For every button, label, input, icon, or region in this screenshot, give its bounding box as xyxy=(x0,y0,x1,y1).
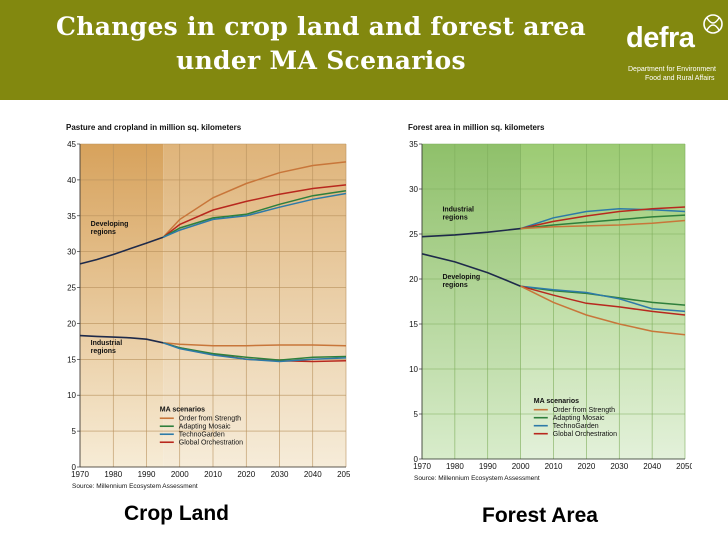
x-tick-label: 1980 xyxy=(104,470,122,479)
y-tick-label: 30 xyxy=(67,248,76,257)
x-tick-label: 2000 xyxy=(171,470,189,479)
x-tick-label: 2020 xyxy=(237,470,255,479)
y-tick-label: 10 xyxy=(67,391,76,400)
caption-crop-land: Crop Land xyxy=(124,502,229,525)
region-label: regions xyxy=(442,282,467,289)
x-tick-label: 1990 xyxy=(479,462,497,471)
x-tick-label: 1970 xyxy=(413,462,431,471)
x-tick-label: 2010 xyxy=(204,470,222,479)
scenario-line xyxy=(162,189,347,238)
y-tick-label: 10 xyxy=(409,365,418,374)
title-line-2: under MA Scenarios xyxy=(176,46,466,75)
legend-label: Global Orchestration xyxy=(553,431,617,438)
y-tick-label: 5 xyxy=(72,427,77,436)
legend-label: Adapting Mosaic xyxy=(553,415,605,422)
y-tick-label: 35 xyxy=(409,140,418,149)
scenario-line xyxy=(163,342,347,347)
scenario-line xyxy=(162,192,347,238)
legend-label: TechnoGarden xyxy=(179,432,225,439)
scenario-line xyxy=(520,285,686,336)
x-tick-label: 2010 xyxy=(545,462,563,471)
legend-label: Adapting Mosaic xyxy=(179,424,231,431)
scenario-background xyxy=(163,144,346,467)
celtic-knot-icon xyxy=(703,14,723,34)
y-tick-label: 5 xyxy=(414,410,419,419)
historical-line xyxy=(421,227,521,238)
historical-line xyxy=(421,253,521,287)
region-label: Industrial xyxy=(91,340,123,347)
legend-title: MA scenarios xyxy=(160,407,205,414)
scenario-line xyxy=(162,342,347,363)
chart-title: Forest area in million sq. kilometers xyxy=(408,123,545,132)
chart-source: Source: Millennium Ecosystem Assessment xyxy=(414,475,540,482)
scenario-line xyxy=(520,285,686,313)
scenario-line xyxy=(520,208,686,230)
defra-logo: defra Department for Environment Food an… xyxy=(618,8,728,100)
scenario-background xyxy=(520,144,685,459)
x-tick-label: 2050 xyxy=(337,470,350,479)
historical-background xyxy=(80,144,164,467)
legend-label: TechnoGarden xyxy=(553,423,599,430)
logo-wordmark: defra xyxy=(626,22,695,54)
y-tick-label: 25 xyxy=(67,284,76,293)
x-tick-label: 1990 xyxy=(138,470,156,479)
region-label: regions xyxy=(91,348,116,355)
x-tick-label: 1970 xyxy=(71,470,89,479)
chart-title: Pasture and cropland in million sq. kilo… xyxy=(66,123,242,132)
legend-label: Order from Strength xyxy=(553,407,615,414)
region-label: regions xyxy=(91,229,116,236)
x-tick-label: 2020 xyxy=(577,462,595,471)
scenario-line xyxy=(520,206,686,230)
region-label: regions xyxy=(442,215,467,222)
logo-subtitle-1: Department for Environment xyxy=(628,66,716,73)
legend-title: MA scenarios xyxy=(534,398,579,405)
x-tick-label: 1980 xyxy=(446,462,464,471)
x-tick-label: 2030 xyxy=(271,470,289,479)
y-tick-label: 30 xyxy=(409,185,418,194)
historical-line xyxy=(79,236,164,265)
cropland-chart: Pasture and cropland in million sq. kilo… xyxy=(66,123,350,490)
scenario-line xyxy=(162,184,347,238)
legend-label: Order from Strength xyxy=(179,416,241,423)
y-tick-label: 40 xyxy=(67,176,76,185)
x-tick-label: 2040 xyxy=(304,470,322,479)
historical-line xyxy=(79,334,164,344)
scenario-line xyxy=(162,342,347,361)
header-banner: Changes in crop land and forest area und… xyxy=(0,0,728,100)
scenario-line xyxy=(520,219,686,230)
scenario-line xyxy=(520,214,686,230)
historical-background xyxy=(422,144,521,459)
x-tick-label: 2050 xyxy=(676,462,692,471)
title-line-1: Changes in crop land and forest area xyxy=(56,12,586,41)
scenario-line xyxy=(520,285,686,316)
y-tick-label: 15 xyxy=(409,320,418,329)
forest-chart: Forest area in million sq. kilometers 0 5 1… xyxy=(408,123,692,482)
page-title: Changes in crop land and forest area und… xyxy=(0,10,642,78)
scenario-line xyxy=(162,161,347,238)
region-label: Developing xyxy=(442,274,480,281)
y-tick-label: 0 xyxy=(414,455,419,464)
x-tick-label: 2040 xyxy=(643,462,661,471)
region-label: Industrial xyxy=(442,207,474,214)
y-tick-label: 35 xyxy=(67,212,76,221)
y-tick-label: 45 xyxy=(67,140,76,149)
y-tick-label: 25 xyxy=(409,230,418,239)
caption-forest-area: Forest Area xyxy=(482,504,598,527)
region-label: Developing xyxy=(91,221,129,228)
y-tick-label: 20 xyxy=(67,319,76,328)
legend-label: Global Orchestration xyxy=(179,440,243,447)
x-tick-label: 2000 xyxy=(512,462,530,471)
logo-subtitle-2: Food and Rural Affairs xyxy=(645,75,715,82)
chart-source: Source: Millennium Ecosystem Assessment xyxy=(72,483,198,490)
y-tick-label: 20 xyxy=(409,275,418,284)
x-tick-label: 2030 xyxy=(610,462,628,471)
y-tick-label: 15 xyxy=(67,355,76,364)
y-tick-label: 0 xyxy=(72,463,77,472)
